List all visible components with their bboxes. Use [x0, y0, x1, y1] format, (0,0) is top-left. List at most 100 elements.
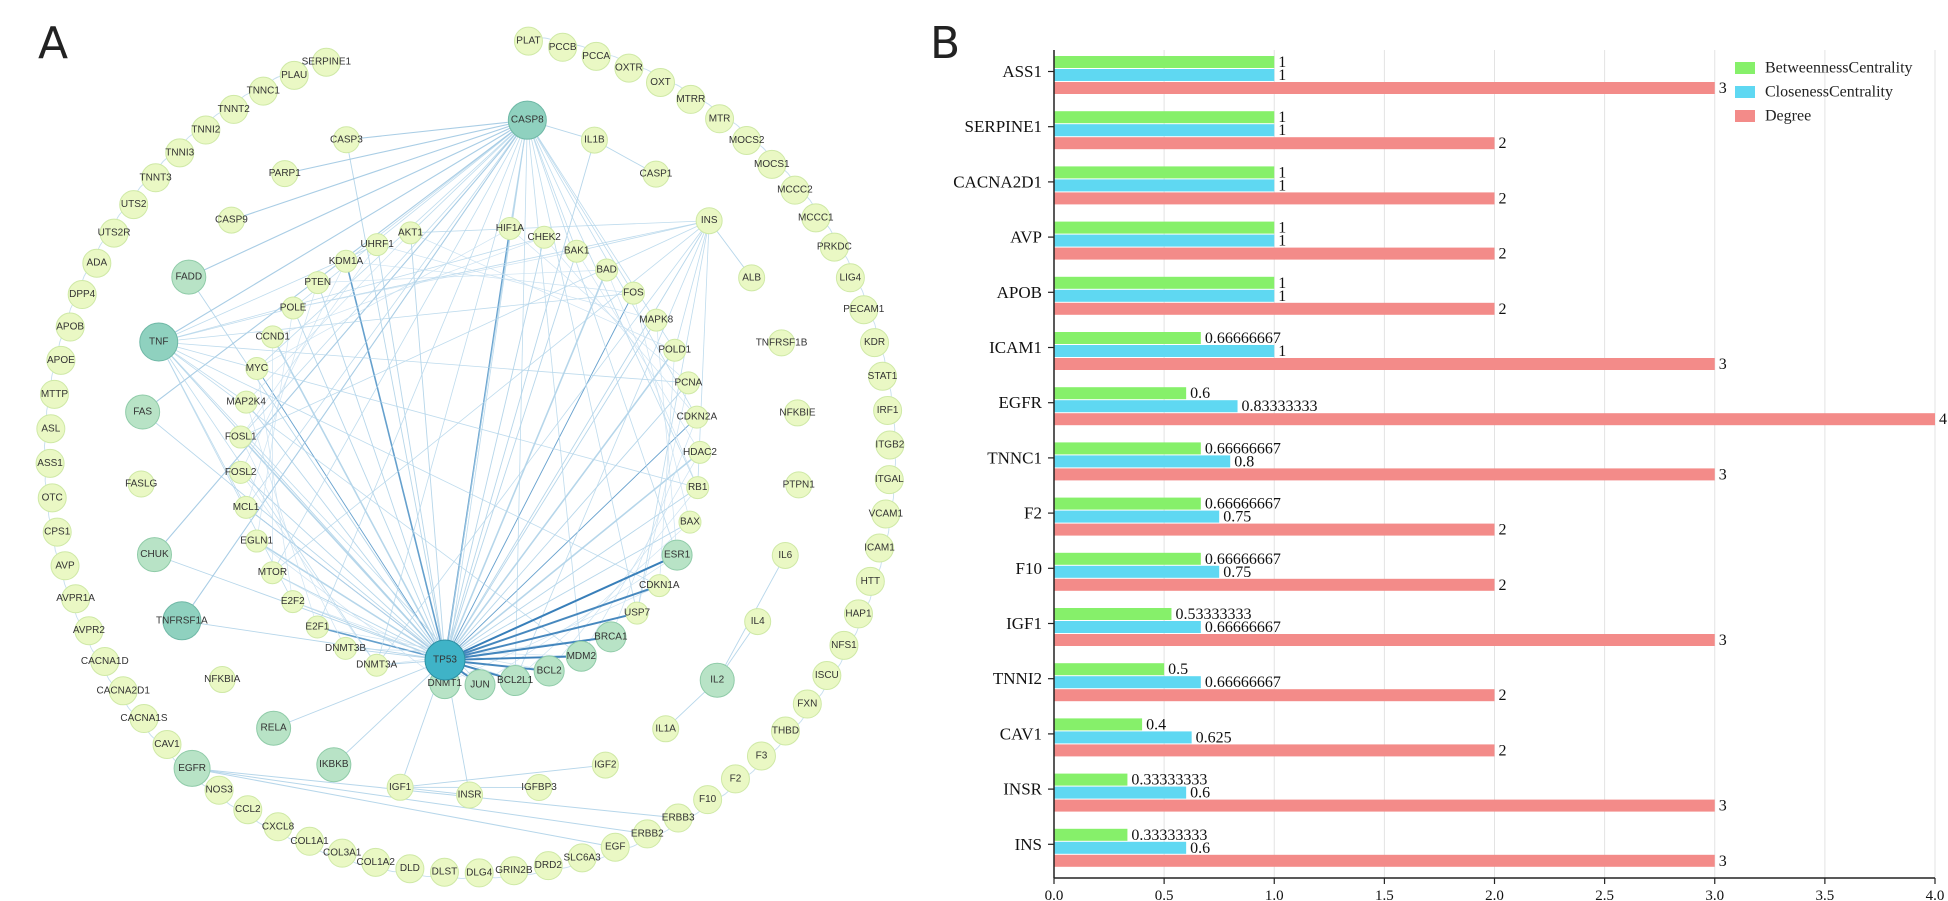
network-node[interactable]: USP7: [624, 601, 651, 625]
network-node[interactable]: MCCC1: [798, 203, 834, 233]
network-node[interactable]: DNMT3B: [325, 636, 366, 660]
network-node[interactable]: IGF1: [386, 773, 414, 801]
network-node[interactable]: DLST: [429, 857, 459, 887]
network-node[interactable]: COL3A1: [323, 838, 362, 868]
network-node[interactable]: F2: [720, 764, 750, 794]
network-node[interactable]: FOS: [621, 281, 645, 305]
network-node[interactable]: SLC6A3: [564, 843, 602, 873]
network-node[interactable]: ERBB3: [662, 803, 695, 833]
network-node[interactable]: DNMT3A: [356, 653, 398, 677]
network-node[interactable]: FXN: [792, 689, 822, 719]
network-node[interactable]: PARP1: [269, 160, 301, 188]
network-node[interactable]: NFKBIA: [204, 666, 241, 694]
network-node[interactable]: CHEK2: [528, 225, 562, 249]
network-node[interactable]: CDKN1A: [639, 574, 680, 598]
network-node[interactable]: PLAU: [279, 60, 309, 90]
network-node[interactable]: CASP1: [640, 160, 673, 188]
network-node[interactable]: ITGB2: [875, 430, 905, 460]
network-node[interactable]: EGLN1: [240, 529, 274, 553]
network-node[interactable]: BAX: [678, 510, 702, 534]
network-node[interactable]: HDAC2: [683, 440, 717, 464]
network-node[interactable]: HIF1A: [496, 216, 525, 240]
network-node[interactable]: OXT: [645, 67, 675, 97]
network-node[interactable]: CACNA1S: [120, 704, 168, 734]
network-node[interactable]: AKT1: [398, 221, 423, 245]
network-node[interactable]: APOE: [46, 345, 76, 375]
network-node[interactable]: TNNT3: [140, 163, 173, 193]
network-node[interactable]: F3: [746, 741, 776, 771]
network-node[interactable]: JUN: [464, 669, 496, 701]
network-node[interactable]: CHUK: [136, 537, 172, 573]
network-node[interactable]: FADD: [171, 259, 207, 295]
network-node[interactable]: LIG4: [835, 263, 865, 293]
network-node[interactable]: ESR1: [661, 539, 693, 571]
network-node[interactable]: FOSL1: [225, 425, 257, 449]
network-node[interactable]: INSR: [456, 781, 484, 809]
network-node[interactable]: FASLG: [125, 470, 158, 498]
network-node[interactable]: TNNC1: [247, 76, 281, 106]
network-node[interactable]: TNNI2: [191, 115, 221, 145]
network-node[interactable]: ALB: [738, 264, 766, 292]
network-node[interactable]: IRF1: [873, 395, 903, 425]
network-node[interactable]: COL1A1: [290, 826, 329, 856]
network-node[interactable]: TNF: [139, 322, 179, 362]
network-node[interactable]: NOS3: [204, 775, 234, 805]
network-node[interactable]: NFS1: [829, 630, 859, 660]
legend-item[interactable]: ClosenessCentrality: [1735, 84, 1893, 101]
network-node[interactable]: CASP8: [507, 100, 547, 140]
network-node[interactable]: ICAM1: [864, 533, 895, 563]
legend-item[interactable]: Degree: [1735, 108, 1811, 125]
network-node[interactable]: PCCA: [581, 41, 611, 71]
network-node[interactable]: IL4: [744, 608, 772, 636]
network-node[interactable]: CASP9: [215, 206, 248, 234]
network-node[interactable]: AVPR2: [73, 616, 105, 646]
network-node[interactable]: MCCC2: [777, 175, 813, 205]
network-node[interactable]: KDR: [860, 328, 890, 358]
network-node[interactable]: TNNT2: [218, 94, 251, 124]
network-node[interactable]: OXTR: [614, 53, 644, 83]
network-node[interactable]: MAP2K4: [226, 390, 266, 414]
network-node[interactable]: MYC: [245, 356, 269, 380]
network-node[interactable]: UTS2: [119, 190, 149, 220]
network-node[interactable]: IKBKB: [316, 747, 352, 783]
network-node[interactable]: MOCS2: [729, 125, 765, 155]
network-node[interactable]: CACNA2D1: [97, 676, 151, 706]
network-node[interactable]: ASL: [36, 414, 66, 444]
network-node[interactable]: HTT: [855, 566, 885, 596]
network-node[interactable]: POLD1: [658, 338, 692, 362]
network-node[interactable]: PCNA: [674, 371, 703, 395]
network-node[interactable]: BAK1: [564, 239, 590, 263]
network-node[interactable]: BRCA1: [594, 621, 628, 653]
network-node[interactable]: CCL2: [233, 795, 263, 825]
network-node[interactable]: RB1: [686, 476, 710, 500]
network-node[interactable]: STAT1: [868, 361, 898, 391]
network-node[interactable]: TNFRSF1B: [756, 329, 808, 357]
network-node[interactable]: NFKBIE: [779, 399, 816, 427]
network-node[interactable]: IGFBP3: [521, 773, 557, 801]
network-node[interactable]: ERBB2: [631, 819, 664, 849]
network-node[interactable]: IL2: [699, 662, 735, 698]
network-node[interactable]: FAS: [125, 394, 161, 430]
network-node[interactable]: PLAT: [513, 26, 543, 56]
network-node[interactable]: TNNI3: [165, 138, 195, 168]
network-node[interactable]: BCL2L1: [497, 665, 534, 697]
network-node[interactable]: CASP3: [330, 126, 363, 154]
network-node[interactable]: PECAM1: [843, 295, 885, 325]
network-node[interactable]: DPP4: [67, 280, 97, 310]
network-node[interactable]: ISCU: [812, 660, 842, 690]
network-node[interactable]: APOB: [55, 312, 85, 342]
network-node[interactable]: HAP1: [843, 599, 873, 629]
legend-item[interactable]: BetweennessCentrality: [1735, 60, 1913, 77]
network-node[interactable]: CCND1: [255, 325, 290, 349]
network-node[interactable]: CAV1: [152, 729, 182, 759]
network-node[interactable]: RELA: [256, 710, 292, 746]
network-node[interactable]: F10: [693, 785, 723, 815]
network-node[interactable]: DLD: [395, 854, 425, 884]
network-node[interactable]: MTR: [705, 104, 735, 134]
network-node[interactable]: MCL1: [233, 495, 260, 519]
network-node[interactable]: MAPK8: [639, 308, 674, 332]
network-node[interactable]: PTEN: [304, 271, 331, 295]
network-node[interactable]: IL6: [771, 541, 799, 569]
network-node[interactable]: BCL2: [533, 655, 565, 687]
network-node[interactable]: ADA: [82, 248, 112, 278]
